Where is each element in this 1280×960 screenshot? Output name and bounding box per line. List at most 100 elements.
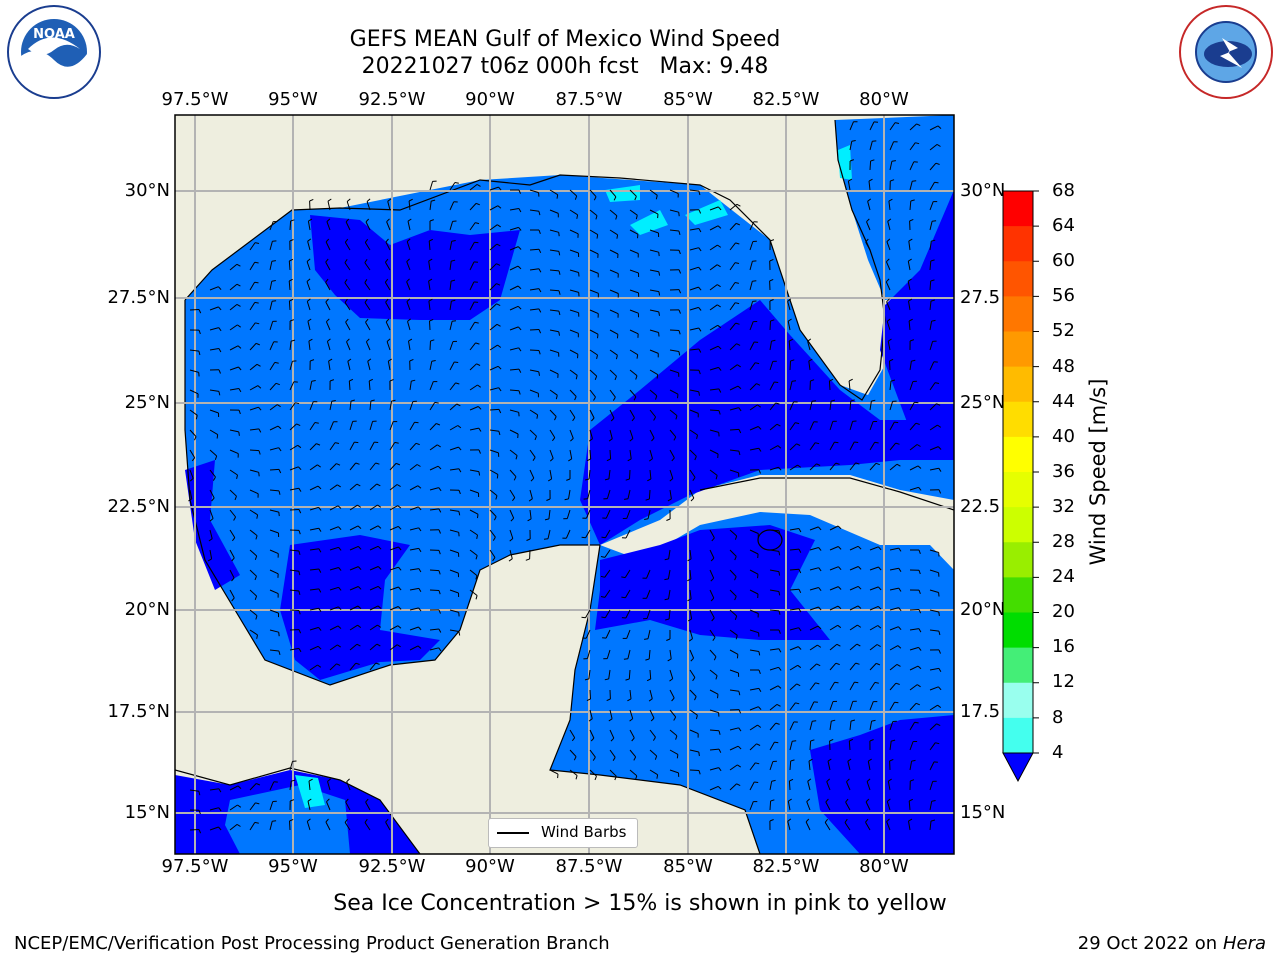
wind-barb <box>288 300 291 311</box>
wind-barb-flag <box>795 702 800 705</box>
wind-barb <box>229 263 238 271</box>
wind-barb-flag <box>377 504 382 508</box>
wind-barb-flag <box>278 490 281 495</box>
wind-barb <box>269 781 275 791</box>
wind-barb <box>229 569 235 579</box>
wind-barb <box>409 442 417 451</box>
wind-barb <box>209 826 219 831</box>
wind-barb <box>269 301 273 311</box>
wind-barb <box>829 643 838 651</box>
wind-barb <box>649 749 658 757</box>
wind-barb <box>369 483 378 491</box>
wind-barb <box>929 742 936 751</box>
wind-barb-flag <box>437 444 441 448</box>
wind-barb <box>729 322 737 331</box>
wind-barb <box>566 509 571 519</box>
wind-barb <box>929 821 932 831</box>
wind-barb-flag <box>496 263 501 266</box>
wind-barb-flag <box>770 799 775 802</box>
wind-barb-flag <box>738 450 741 456</box>
wind-barb-flag <box>237 345 242 349</box>
wind-barb-flag <box>298 487 302 492</box>
wind-barb-flag <box>428 298 433 302</box>
wind-barb-flag <box>418 626 422 631</box>
wind-barb <box>649 309 659 313</box>
wind-barb-flag <box>272 300 277 302</box>
wind-barb <box>327 201 331 211</box>
wind-barb <box>589 189 597 198</box>
wind-barb <box>509 246 519 251</box>
wind-barb <box>469 569 478 576</box>
wind-barb <box>189 829 200 831</box>
wind-barb <box>848 740 851 751</box>
wind-barb-flag <box>694 456 697 461</box>
wind-barb-flag <box>890 379 896 382</box>
wind-barb-flag <box>891 739 896 742</box>
wind-barb-flag <box>327 338 331 342</box>
wind-barb-flag <box>795 422 800 425</box>
wind-barb-flag <box>389 379 394 382</box>
wind-barb <box>349 545 359 551</box>
lon-tick-top: 95°W <box>268 89 318 110</box>
wind-barb <box>627 489 631 499</box>
pacific-cyan-patch <box>295 775 325 808</box>
wind-barb-flag <box>770 319 775 322</box>
wind-barb <box>749 447 759 451</box>
wind-barb <box>929 382 936 391</box>
wind-barb <box>409 568 419 571</box>
wind-barb <box>869 566 879 571</box>
wind-barb <box>846 781 851 791</box>
wind-barb <box>604 589 611 598</box>
wind-barb-flag <box>771 779 776 782</box>
wind-barb <box>269 281 273 291</box>
wind-barb <box>869 401 872 411</box>
wind-barb <box>289 444 298 451</box>
wind-barb <box>529 449 536 458</box>
wind-barb <box>549 309 559 312</box>
wind-barb <box>587 489 591 499</box>
wind-barb <box>929 761 935 771</box>
wind-barb-flag <box>346 338 350 343</box>
wind-barb <box>344 302 351 311</box>
wind-barb-flag <box>436 423 441 426</box>
wind-barb-flag <box>497 365 502 370</box>
wind-barb-flag <box>874 681 879 684</box>
wind-barb-flag <box>818 587 822 592</box>
wind-barb-flag <box>438 529 441 534</box>
wind-barb-flag <box>678 330 681 335</box>
wind-barb <box>649 469 652 480</box>
wind-barb <box>407 221 411 231</box>
wind-barb <box>325 301 331 311</box>
gulf-calm-west <box>185 460 240 590</box>
wind-barb-flag <box>776 423 781 427</box>
wind-barb-flag <box>734 576 737 581</box>
wind-barb <box>529 248 540 251</box>
wind-barb <box>529 469 535 479</box>
wind-barb-flag <box>738 709 742 714</box>
wind-barb <box>826 781 831 791</box>
wind-barb <box>869 421 874 431</box>
wind-barb <box>309 664 318 671</box>
wind-barb-flag <box>344 818 348 823</box>
wind-barb <box>509 469 517 478</box>
wind-barb <box>689 306 699 311</box>
wind-barb-flag <box>757 574 759 579</box>
wind-barb <box>889 401 894 411</box>
wind-barb <box>309 626 319 631</box>
wind-barb-flag <box>595 215 598 220</box>
wind-barb-flag <box>837 624 842 629</box>
wind-barb <box>648 489 651 500</box>
wind-barb-flag <box>257 385 262 389</box>
wind-barb-flag <box>918 609 922 614</box>
wind-barb-flag <box>355 462 360 465</box>
wind-barb <box>629 189 637 197</box>
wind-barb <box>829 701 834 711</box>
wind-barb-flag <box>635 215 638 220</box>
wind-barb <box>789 443 797 451</box>
wind-barb <box>589 269 599 274</box>
wind-barb <box>749 261 753 271</box>
wind-barb-flag <box>538 268 542 273</box>
wind-barb <box>589 249 599 255</box>
gulf-cyan-patch-1 <box>605 185 640 202</box>
wind-barb <box>429 465 439 471</box>
